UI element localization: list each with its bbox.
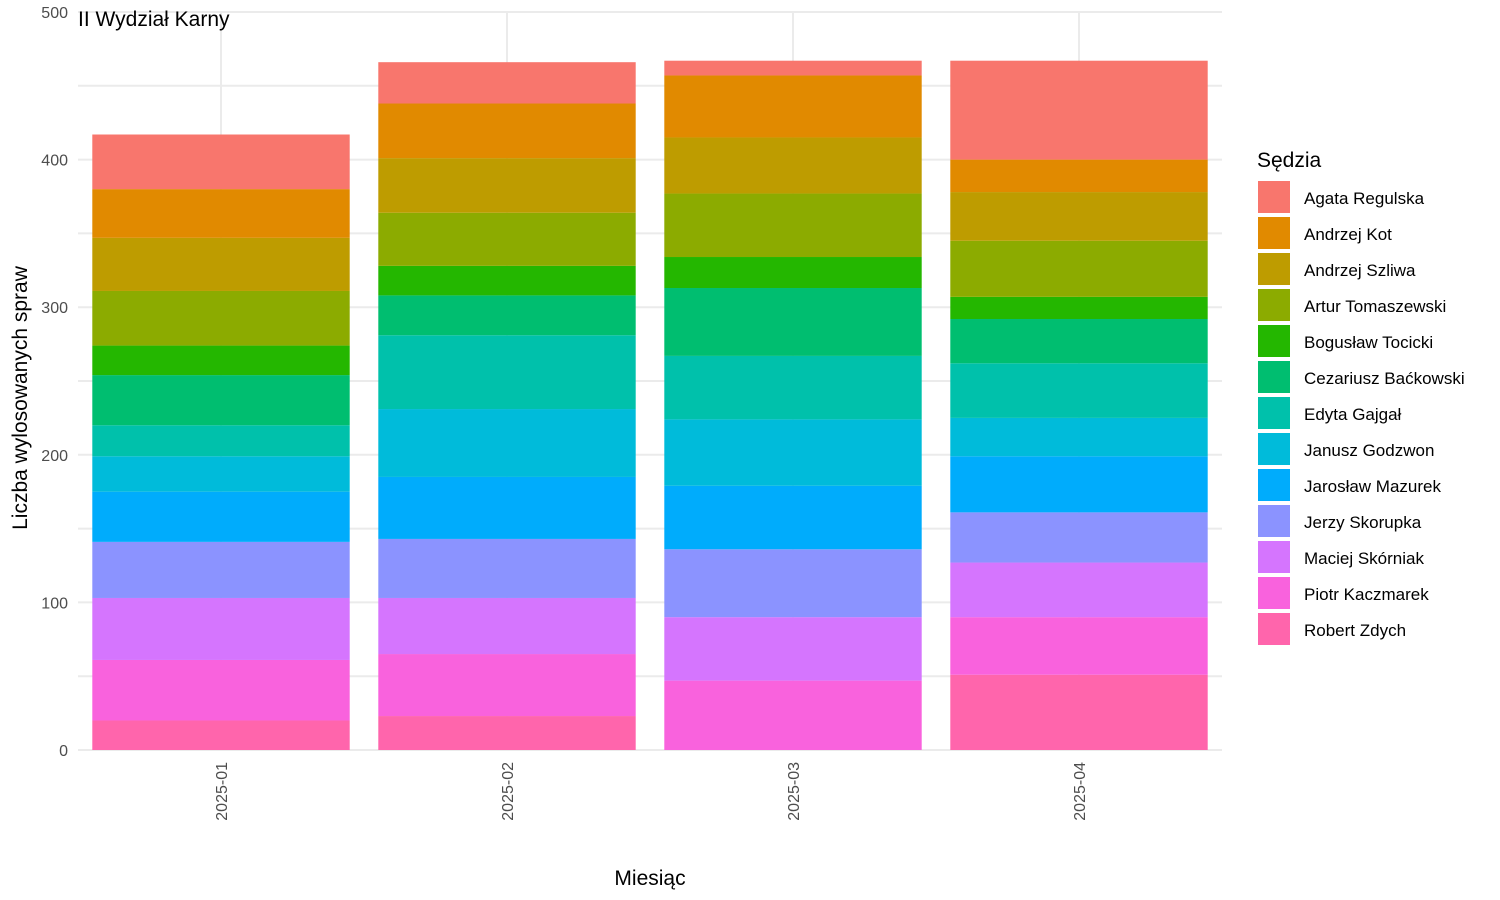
bar-segment	[950, 617, 1208, 675]
x-axis-title: Miesiąc	[614, 867, 685, 890]
bars-layer	[92, 60, 1208, 750]
legend-label: Artur Tomaszewski	[1304, 297, 1446, 316]
legend-label: Andrzej Szliwa	[1304, 261, 1416, 280]
legend-key	[1258, 253, 1290, 285]
legend-key	[1258, 577, 1290, 609]
legend-label: Bogusław Tocicki	[1304, 333, 1433, 352]
bar-segment	[664, 617, 922, 681]
bar-segment	[950, 240, 1208, 297]
bar-segment	[92, 456, 350, 492]
bar-segment	[664, 137, 922, 194]
bar-segment	[950, 296, 1208, 320]
legend-title: Sędzia	[1257, 149, 1322, 172]
chart-title: II Wydział Karny	[78, 8, 230, 31]
bar-segment	[664, 288, 922, 356]
bar-segment	[92, 541, 350, 598]
bar-segment	[378, 716, 636, 750]
legend-label: Jerzy Skorupka	[1304, 513, 1422, 532]
legend-label: Robert Zdych	[1304, 621, 1406, 640]
bar-segment	[950, 192, 1208, 241]
legend-label: Edyta Gajgał	[1304, 405, 1402, 424]
bar-segment	[950, 363, 1208, 418]
bar-segment	[950, 512, 1208, 563]
bar-segment	[378, 335, 636, 410]
legend-key	[1258, 181, 1290, 213]
bar-segment	[950, 319, 1208, 364]
y-tick-label: 100	[41, 595, 68, 612]
bar-segment	[378, 654, 636, 717]
legend-key	[1258, 469, 1290, 501]
bar-segment	[92, 425, 350, 457]
x-tick-label: 2025-01	[214, 762, 231, 821]
bar-segment	[92, 720, 350, 750]
bar-segment	[950, 417, 1208, 457]
bar-segment	[92, 375, 350, 426]
bar-segment	[664, 549, 922, 618]
bar-segment	[950, 562, 1208, 618]
legend-label: Andrzej Kot	[1304, 225, 1392, 244]
legend-key	[1258, 361, 1290, 393]
legend-key	[1258, 289, 1290, 321]
bar-segment	[950, 456, 1208, 513]
legend-key	[1258, 325, 1290, 357]
bar-segment	[92, 345, 350, 376]
bar-segment	[664, 419, 922, 486]
y-tick-label: 300	[41, 300, 68, 317]
bar-segment	[378, 158, 636, 213]
legend-label: Agata Regulska	[1304, 189, 1425, 208]
bar-segment	[92, 189, 350, 238]
x-tick-label: 2025-03	[786, 762, 803, 821]
bar-segment	[92, 237, 350, 291]
bar-segment	[664, 75, 922, 138]
legend-key	[1258, 505, 1290, 537]
bar-segment	[92, 659, 350, 721]
legend-key	[1258, 613, 1290, 645]
bar-segment	[664, 60, 922, 76]
y-axis-title: Liczba wylosowanych spraw	[9, 265, 32, 530]
bar-segment	[378, 409, 636, 477]
bar-segment	[950, 60, 1208, 160]
legend-label: Jarosław Mazurek	[1304, 477, 1441, 496]
bar-segment	[664, 485, 922, 550]
bar-segment	[378, 265, 636, 296]
legend-label: Maciej Skórniak	[1304, 549, 1424, 568]
legend-label: Janusz Godzwon	[1304, 441, 1434, 460]
bar-segment	[950, 159, 1208, 193]
bar-segment	[378, 538, 636, 598]
bar-segment	[950, 674, 1208, 750]
bar-segment	[664, 193, 922, 258]
x-tick-label: 2025-02	[500, 762, 517, 821]
bar-segment	[378, 295, 636, 336]
bar-segment	[378, 103, 636, 159]
bar-segment	[378, 62, 636, 104]
legend-key	[1258, 433, 1290, 465]
bar-segment	[92, 491, 350, 542]
axes-layer: 0 100 200 300 400 500 2025-01 2025-02 2025-03 202…	[41, 5, 1089, 821]
bar-segment	[378, 212, 636, 266]
legend-label: Piotr Kaczmarek	[1304, 585, 1429, 604]
legend: Sędzia Agata Regulska Andrzej Kot Andrzej …	[1257, 149, 1465, 645]
y-tick-label: 400	[41, 153, 68, 170]
y-tick-label: 200	[41, 448, 68, 465]
bar-segment	[664, 355, 922, 420]
legend-key	[1258, 541, 1290, 573]
bar-segment	[664, 680, 922, 750]
y-tick-label: 0	[59, 743, 68, 760]
bar-segment	[378, 476, 636, 539]
legend-key	[1258, 397, 1290, 429]
bar-segment	[378, 597, 636, 655]
bar-segment	[92, 134, 350, 190]
bar-segment	[664, 257, 922, 289]
x-tick-label: 2025-04	[1072, 762, 1089, 821]
bar-segment	[92, 290, 350, 346]
bar-segment	[92, 597, 350, 660]
legend-label: Cezariusz Baćkowski	[1304, 369, 1465, 388]
legend-key	[1258, 217, 1290, 249]
y-tick-label: 500	[41, 5, 68, 22]
